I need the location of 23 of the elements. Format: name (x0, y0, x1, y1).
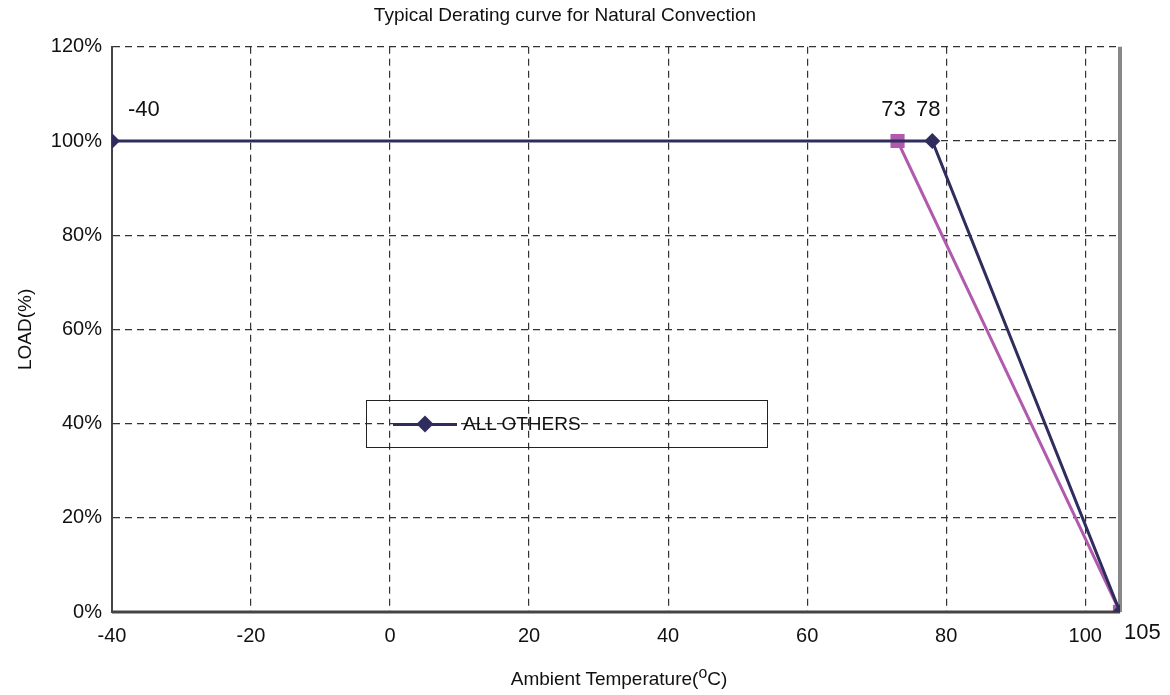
y-tick-label: 0% (73, 599, 103, 622)
y-tick-label: 120% (50, 34, 103, 57)
x-axis-title: Ambient Temperature($^{o}$C) (509, 664, 729, 691)
x-tick-label: -40 (97, 623, 127, 646)
chart-title: Typical Derating curve for Natural Convection (373, 3, 757, 25)
x-tick-label: -20 (236, 623, 266, 646)
x-tick-label: 0 (384, 623, 396, 646)
annotation: -40 (127, 96, 160, 122)
y-tick-label: 100% (50, 128, 103, 151)
x-tick-label: 100 (1068, 623, 1102, 646)
y-tick-label: 80% (61, 222, 103, 245)
x-tick-label: 60 (796, 623, 819, 646)
x-tick-label: 40 (656, 623, 680, 646)
y-tick-label: 20% (61, 505, 103, 528)
x-tick-label: 20 (517, 623, 541, 646)
x-tick-label: 80 (935, 623, 958, 646)
legend-label: ALL OTHERS (463, 413, 581, 435)
annotation: 78 (916, 96, 941, 122)
annotation: 105 (1124, 619, 1161, 645)
y-tick-label: 40% (61, 411, 103, 434)
y-tick-label: 60% (61, 316, 103, 339)
y-axis-title: LOAD(%) (13, 288, 35, 371)
annotation: 73 (881, 96, 906, 122)
